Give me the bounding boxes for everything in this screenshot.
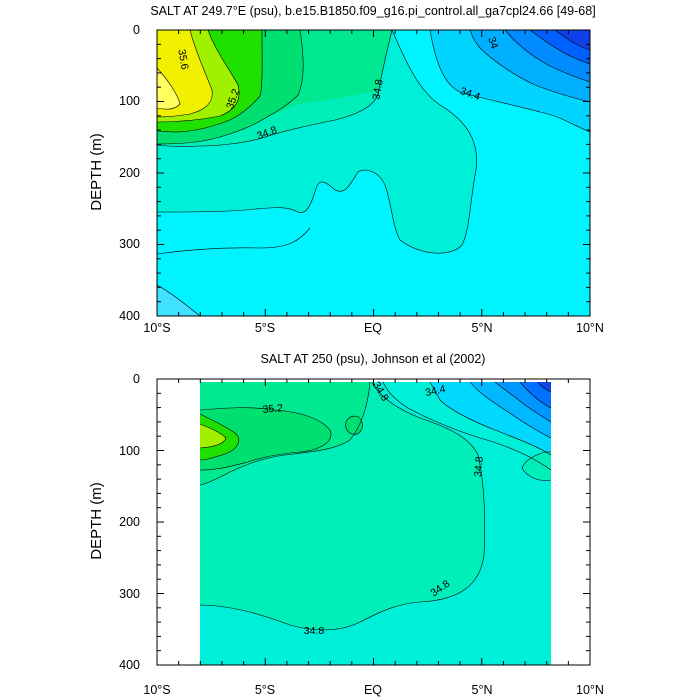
- top-field-34.2-sw: [157, 285, 200, 316]
- top-x-tick-label: 5°N: [472, 321, 493, 335]
- bottom-contour-label: 34.4: [424, 383, 447, 399]
- top-tick-labels: 10°S 5°S EQ 5°N 10°N 0 100 200 300 400: [119, 23, 604, 335]
- bottom-x-tick-label: 10°N: [576, 683, 604, 697]
- top-x-tick-label: 10°N: [576, 321, 604, 335]
- top-x-tick-label: EQ: [364, 321, 382, 335]
- bottom-x-tick-label: 5°N: [472, 683, 493, 697]
- bottom-y-tick-label: 0: [133, 372, 140, 386]
- top-y-tick-label: 200: [119, 166, 140, 180]
- bottom-tick-labels: 10°S 5°S EQ 5°N 10°N 0 100 200 300 400: [119, 372, 604, 697]
- top-y-axis-label: DEPTH (m): [88, 133, 105, 211]
- bottom-field-33.8: [520, 382, 551, 408]
- bottom-contour-fields: 35.2 34.8 34.4 34.8 34.8 34.8: [199, 380, 552, 665]
- bottom-y-tick-label: 200: [119, 515, 140, 529]
- top-field-36.0: [157, 68, 180, 110]
- bottom-field-35.6: [200, 424, 226, 448]
- bottom-contour-lines: [199, 381, 552, 631]
- bottom-y-tick-label: 300: [119, 587, 140, 601]
- top-y-tick-label: 100: [119, 94, 140, 108]
- bottom-x-tick-label: 10°S: [143, 683, 170, 697]
- bottom-patch-34.8-e: [522, 452, 551, 481]
- top-y-tick-label: 400: [119, 309, 140, 323]
- bottom-field-35.2: [200, 407, 331, 470]
- bottom-chart-title: SALT AT 250 (psu), Johnson et al (2002): [261, 352, 486, 366]
- bottom-y-tick-label: 100: [119, 444, 140, 458]
- bottom-field-33.6: [538, 382, 551, 392]
- top-y-tick-label: 0: [133, 23, 140, 37]
- bottom-contour-label: 35.2: [262, 402, 284, 416]
- top-contour-lines: [157, 30, 590, 316]
- top-x-tick-label: 5°S: [255, 321, 275, 335]
- top-contour-label: 35.6: [175, 48, 190, 70]
- top-field-33.4: [555, 30, 590, 50]
- top-contour-label: 34.8: [370, 78, 385, 100]
- top-contour-fields: 35.6 35.2 34.8 34.8 34.4 34: [157, 30, 590, 316]
- bottom-x-tick-label: EQ: [364, 683, 382, 697]
- bottom-ticks: [156, 378, 591, 666]
- bottom-x-tick-label: 5°S: [255, 683, 275, 697]
- top-ticks: [156, 29, 591, 317]
- top-x-tick-label: 10°S: [143, 321, 170, 335]
- bottom-contour-label: 34.8: [304, 625, 325, 637]
- top-y-tick-label: 300: [119, 237, 140, 251]
- top-chart-title: SALT AT 249.7°E (psu), b.e15.B1850.f09_g…: [150, 4, 595, 18]
- top-contour-label: 34: [485, 35, 500, 50]
- bottom-contour-label: 34.8: [472, 456, 486, 478]
- bottom-y-tick-label: 400: [119, 658, 140, 672]
- bottom-y-axis-label: DEPTH (m): [88, 482, 105, 560]
- bottom-patch-35.0: [345, 416, 363, 435]
